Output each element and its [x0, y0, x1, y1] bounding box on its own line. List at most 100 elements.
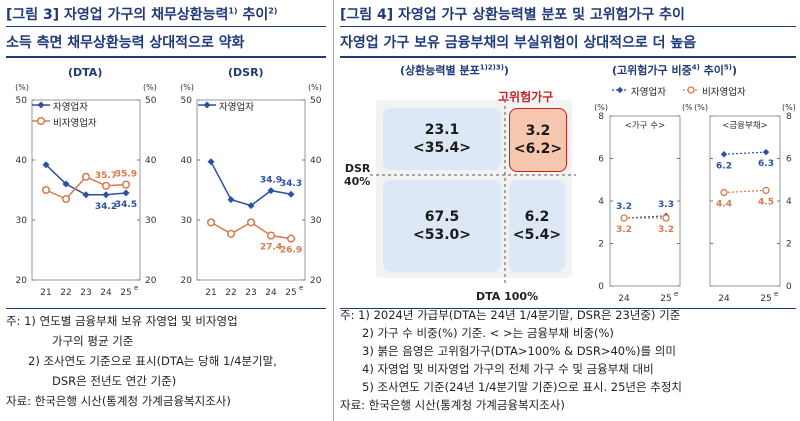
series-line-nonself	[723, 189, 767, 194]
note-right-3: 3) 붉은 음영은 고위험가구(DTA>100% & DSR>40%)를 의미	[362, 344, 676, 358]
x-tick-sup: e	[774, 290, 778, 298]
point-nonself	[121, 180, 131, 189]
y-tick-right: 8	[786, 112, 792, 122]
unit-right: (%)	[143, 83, 157, 92]
note-right-1: 주: 1) 2024년 가급부(DTA는 24년 1/4분기말, DSR은 23…	[340, 308, 681, 322]
data-label: 27.4	[260, 243, 282, 253]
y-tick-right: 50	[145, 96, 157, 106]
x-tick-label: 21	[40, 288, 51, 298]
unit-left: (%)	[15, 83, 29, 92]
fig4-title: [그림 4] 자영업 가구 상환능력별 분포 및 고위험가구 추이	[340, 7, 685, 23]
unit-left: (%)	[594, 103, 608, 112]
unit-left: (%)	[180, 83, 194, 92]
notes-left: 주: 1) 연도별 금융부채 보유 자영업 및 비자영업 가구의 평균 기준 2…	[6, 311, 277, 411]
series-line-self	[723, 151, 767, 155]
fig3-subtitle: 소득 측면 채무상환능력 상대적으로 약화	[6, 35, 245, 51]
unit-right: (%)	[308, 83, 322, 92]
y-tick-right: 30	[145, 216, 157, 226]
point-self	[720, 151, 728, 158]
notes-rule-right	[340, 308, 796, 309]
data-label: 3.2	[616, 225, 632, 235]
point-self	[762, 148, 770, 156]
y-tick-left: 30	[16, 216, 28, 226]
legend-nonself-marker	[32, 116, 50, 126]
y-tick-right: 4	[786, 197, 792, 207]
data-label: 34.5	[115, 200, 137, 210]
fig3-title-rule	[6, 26, 326, 27]
y-tick-right: 20	[145, 276, 157, 286]
x-tick-label: 25	[660, 294, 671, 304]
fig3-legend: 자영업자 비자영업자	[32, 100, 97, 132]
y-tick-right: 0	[786, 282, 792, 292]
x-tick-label: 25	[120, 288, 131, 298]
x-tick-label: 21	[205, 288, 216, 298]
dta-chart: 20 20 30 30 40 40 50 50 (%) (%) 21 22 23 24 25 e 34.234.…	[15, 83, 157, 298]
unit-right: (%)	[782, 103, 796, 112]
point-self	[267, 187, 275, 195]
panel-subtitle: <금융부채>	[722, 120, 768, 131]
point-self	[227, 196, 235, 204]
point-nonself	[41, 185, 51, 195]
point-nonself	[81, 172, 91, 181]
data-label: 6.3	[758, 159, 774, 169]
dta-axis-label: DTA 100%	[476, 290, 539, 303]
point-self	[42, 161, 50, 169]
cell-high-dta-low-dsr: 6.2 <5.4>	[509, 180, 565, 272]
legend-self-marker-fig4	[612, 86, 628, 94]
legend-item-self: 자영업자	[32, 100, 97, 116]
x-tick-sup: e	[134, 284, 138, 292]
legend-self-marker	[32, 101, 50, 109]
y-tick-left: 20	[181, 276, 193, 286]
fig4-subtitle-rule	[340, 56, 796, 58]
unit-right: (%)	[682, 103, 692, 112]
point-self	[82, 191, 90, 199]
point-nonself	[266, 231, 276, 240]
fig3-dsr-legend: 자영업자	[198, 100, 254, 116]
plot-frame	[196, 99, 306, 281]
panel-subtitle: <가구 수>	[625, 121, 665, 131]
point-self	[102, 191, 110, 199]
y-tick-right: 6	[786, 155, 792, 165]
data-label: 3.3	[658, 200, 674, 210]
legend-item-nonself-fig4: 비자영업자	[683, 86, 746, 98]
x-tick-label: 24	[265, 288, 277, 298]
distribution-title: (상환능력별 분포1)2)3))	[400, 63, 509, 77]
unit-left: (%)	[694, 103, 708, 112]
source-right: 자료: 한국은행 시산(통계청 가계금융복지조사)	[340, 398, 565, 412]
y-tick-left: 50	[181, 96, 193, 106]
notes-rule-left	[6, 308, 326, 309]
legend-self-marker-dsr	[198, 101, 216, 109]
figure-divider	[333, 0, 334, 421]
y-tick-right: 30	[310, 216, 322, 226]
note-right-4: 4) 자영업 및 비자영업 가구의 전체 가구 수 및 금융부채 대비	[362, 362, 654, 376]
legend-item-nonself: 비자영업자	[32, 116, 97, 132]
data-label: 3.2	[658, 225, 674, 235]
legend-item-self-fig4: 자영업자	[612, 86, 669, 98]
y-tick-left: 40	[16, 156, 28, 166]
y-tick-right: 2	[786, 240, 792, 250]
y-tick-left: 8	[598, 112, 604, 122]
point-self	[62, 180, 70, 188]
data-label: 4.5	[758, 197, 774, 207]
source-left: 자료: 한국은행 시산(통계청 가계금융복지조사)	[6, 394, 231, 408]
x-tick-label: 25	[285, 288, 296, 298]
y-tick-left: 0	[598, 282, 604, 292]
x-tick-sup: e	[674, 290, 678, 298]
note-right-5: 5) 조사연도 기준(24년 1/4분기말 기준)으로 표시. 25년은 추정치	[362, 380, 682, 394]
cell-low-dta-high-dsr: 23.1 <35.4>	[383, 108, 501, 170]
point-nonself	[226, 229, 236, 238]
fig4-legend: 자영업자 비자영업자	[612, 84, 746, 98]
y-tick-right: 50	[310, 96, 322, 106]
threshold-lines	[370, 100, 576, 284]
y-tick-right: 20	[310, 276, 322, 286]
y-tick-left: 30	[181, 216, 193, 226]
point-self	[122, 189, 130, 197]
fig3-subtitle-rule	[6, 56, 326, 58]
y-tick-left: 50	[16, 96, 28, 106]
fig4-subtitle: 자영업 가구 보유 금융부채의 부실위험이 상대적으로 더 높음	[340, 35, 697, 51]
series-line-self	[623, 215, 667, 219]
note-left-2: 가구의 평균 기준	[52, 334, 134, 348]
x-tick-label: 24	[100, 288, 112, 298]
x-tick-label: 22	[60, 288, 71, 298]
